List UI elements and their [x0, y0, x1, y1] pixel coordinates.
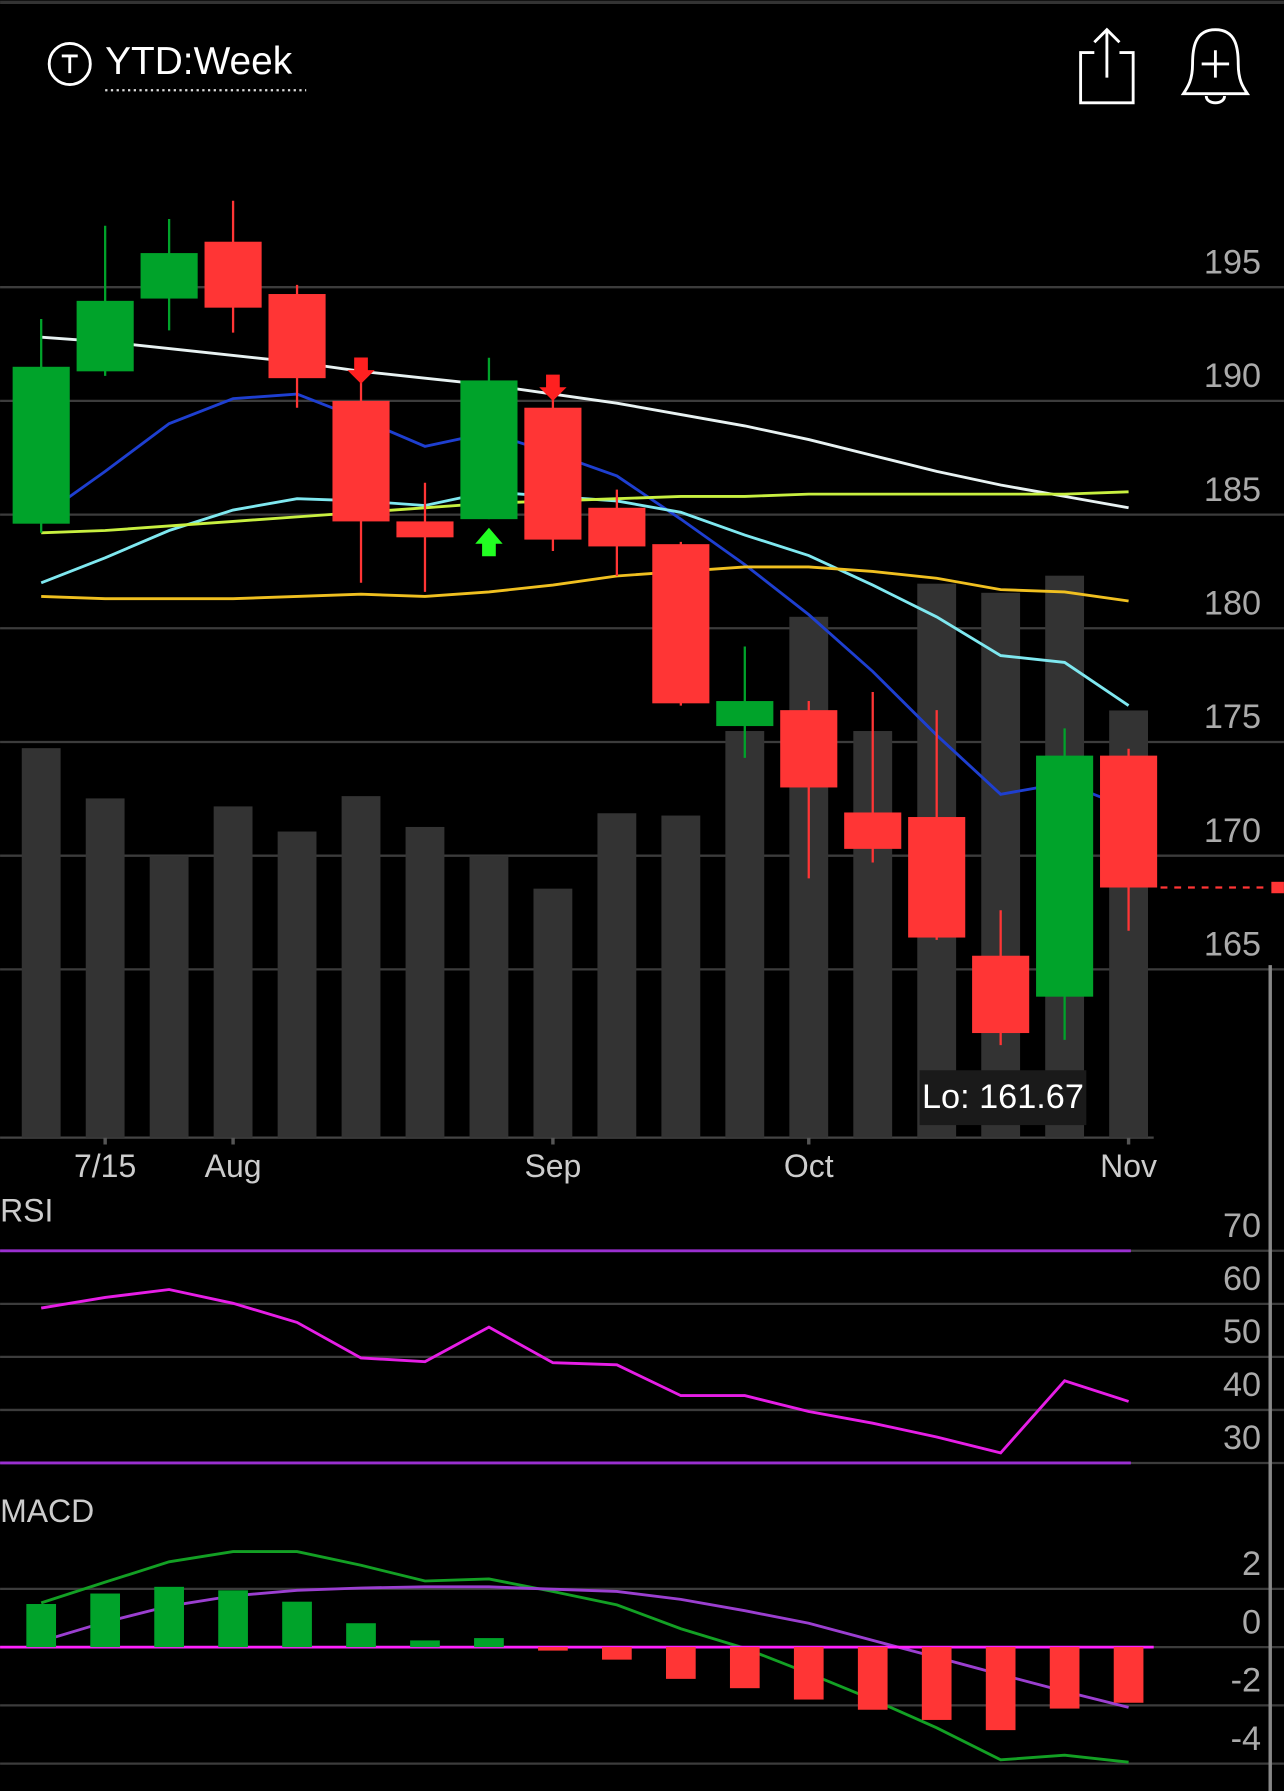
candle-body: [844, 812, 902, 849]
volume-bar: [405, 826, 445, 1138]
range-icon-glyph: [61, 54, 78, 74]
macd-histogram-bar: [90, 1593, 121, 1648]
macd-histogram-bar: [729, 1647, 760, 1689]
candle-body: [652, 544, 710, 704]
x-tick-label: Oct: [784, 1148, 834, 1184]
y-tick-label: 195: [1204, 243, 1261, 281]
buy-signal: [475, 527, 503, 557]
indicator-line: [40, 1550, 1129, 1764]
candle-body: [76, 300, 134, 372]
candle-body: [268, 294, 326, 379]
y-tick-label: -2: [1231, 1662, 1261, 1700]
alert-button[interactable]: [1180, 28, 1251, 105]
indicator-line: [41, 565, 1129, 603]
indicator-line: [41, 490, 1129, 535]
candle-body: [140, 253, 198, 299]
last-price-marker: [1271, 881, 1284, 894]
y-tick-label: 0: [1242, 1603, 1261, 1641]
macd-histogram-bar: [346, 1623, 376, 1648]
share-button[interactable]: [1079, 27, 1135, 105]
panel-title: RSI: [0, 1192, 53, 1228]
macd-histogram-bar: [985, 1647, 1016, 1731]
macd-histogram-bar: [1113, 1647, 1144, 1703]
range-selector[interactable]: YTD:Week: [47, 40, 307, 92]
candle-body: [1100, 755, 1158, 888]
macd-histogram-bar: [538, 1647, 568, 1651]
volume-bar: [277, 831, 317, 1138]
candle-body: [204, 241, 262, 308]
range-label: YTD:Week: [105, 40, 293, 83]
volume-bar: [725, 731, 765, 1138]
y-tick-label: 175: [1204, 698, 1261, 736]
y-tick-label: 170: [1204, 812, 1261, 850]
candle-body: [524, 407, 582, 540]
annotation-box: [919, 1070, 1087, 1126]
macd-histogram-bar: [282, 1601, 312, 1648]
volume-bar: [597, 813, 637, 1138]
y-tick-label: 70: [1223, 1207, 1261, 1245]
macd-histogram-bar: [410, 1640, 440, 1648]
y-tick-label: -4: [1231, 1720, 1261, 1758]
macd-histogram-bar: [921, 1647, 952, 1720]
macd-histogram-bar: [793, 1647, 824, 1700]
macd-histogram-bar: [1049, 1647, 1080, 1709]
macd-histogram-bar: [602, 1647, 632, 1660]
range-icon: [47, 41, 92, 86]
y-tick-label: 180: [1204, 584, 1261, 622]
y-tick-label: 185: [1204, 471, 1261, 509]
candle-body: [396, 521, 454, 538]
y-tick-label: 190: [1204, 357, 1261, 395]
volume-bar: [21, 748, 61, 1138]
x-tick-label: Sep: [524, 1148, 581, 1184]
volume-bar: [85, 798, 125, 1138]
volume-bar: [213, 806, 253, 1138]
candle-body: [460, 380, 518, 520]
macd-histogram-bar: [218, 1590, 248, 1648]
y-tick-label: 30: [1223, 1419, 1261, 1457]
candle-body: [780, 710, 838, 788]
bell-plus: [1201, 50, 1230, 78]
bell: [1180, 28, 1251, 96]
mark-layer: [12, 200, 1284, 1731]
macd-histogram-bar: [474, 1638, 504, 1648]
volume-bar: [533, 888, 573, 1138]
indicator-line: [41, 335, 1129, 510]
candle-body: [588, 507, 646, 547]
label-layer: 165 170 175 180 185 190 195 7/15 Aug Sep Oct Nov 30 4…: [0, 243, 1261, 1757]
share-arrow: [1093, 27, 1121, 78]
bell-clapper: [1204, 95, 1226, 105]
share-box: [1079, 51, 1135, 105]
volume-bar: [661, 815, 701, 1138]
y-tick-label: 60: [1223, 1260, 1261, 1298]
sell-signal: [539, 374, 567, 401]
macd-histogram-bar: [154, 1586, 184, 1648]
y-tick-label: 2: [1242, 1545, 1261, 1583]
x-tick-label: 7/15: [74, 1148, 136, 1184]
macd-histogram-bar: [665, 1647, 696, 1679]
candle-body: [12, 366, 70, 524]
x-tick-label: Aug: [205, 1148, 262, 1184]
candle-body: [716, 701, 774, 727]
candle-body: [1036, 755, 1094, 997]
y-tick-label: 165: [1204, 926, 1261, 964]
macd-histogram-bar: [857, 1647, 888, 1710]
x-tick-label: Nov: [1100, 1148, 1157, 1184]
panel-title: MACD: [0, 1493, 94, 1529]
indicator-line: [40, 1288, 1130, 1455]
candle-body: [908, 817, 966, 938]
volume-bar: [469, 855, 509, 1138]
candle-body: [332, 400, 390, 522]
volume-bar: [149, 855, 189, 1138]
y-tick-label: 40: [1223, 1366, 1261, 1404]
y-tick-label: 50: [1223, 1313, 1261, 1351]
volume-bar: [981, 592, 1021, 1138]
volume-bar: [341, 796, 381, 1138]
macd-histogram-bar: [26, 1604, 57, 1648]
indicator-line: [40, 392, 1130, 810]
low-annotation: Lo: 161.67: [922, 1078, 1084, 1116]
candle-body: [972, 955, 1030, 1034]
